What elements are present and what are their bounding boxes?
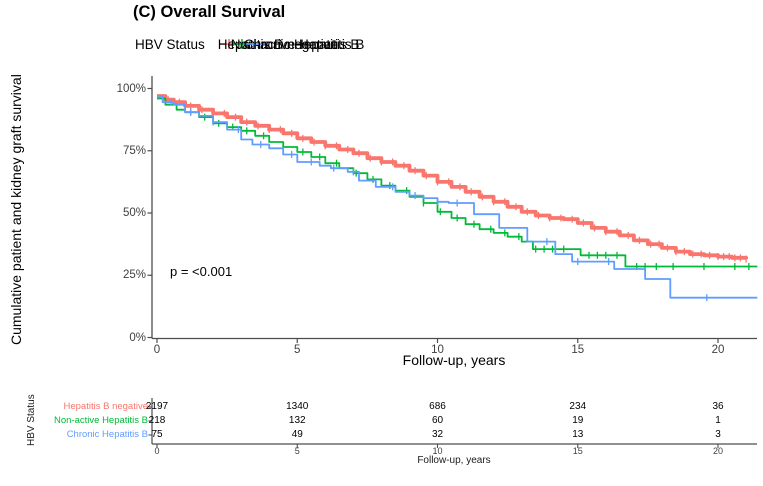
risk-count: 1340 (286, 401, 309, 412)
risk-table-x-axis-title: Follow-up, years (417, 455, 491, 466)
risk-x-tick-label: 5 (294, 446, 300, 456)
legend-item-label: Hepatitis B negative (217, 36, 338, 52)
y-tick-label: 0% (129, 331, 146, 344)
x-tick-label: 15 (571, 344, 585, 356)
risk-count: 32 (431, 429, 444, 440)
x-tick-label: 10 (431, 344, 444, 356)
risk-x-tick-label: 10 (432, 446, 443, 456)
risk-count: 1 (715, 415, 721, 426)
legend-key-icon (244, 39, 265, 49)
risk-count: 75 (151, 429, 163, 440)
risk-count: 132 (288, 415, 306, 426)
y-tick-label: 25% (122, 269, 146, 282)
survival-curve-hepatitis-b-negative (157, 94, 748, 260)
p-value-annotation: p = <0.001 (170, 264, 233, 279)
x-tick-label: 0 (153, 344, 161, 356)
legend-item-label: Non-active Hepatitis B (230, 36, 365, 52)
risk-count: 19 (572, 415, 584, 426)
y-tick-label: 75% (122, 144, 146, 157)
x-tick-label: 20 (711, 344, 725, 356)
risk-row-label-hepatitis-b-negative: Hepatitis B negative (63, 401, 149, 412)
legend-item-label: Chronic Hepatitis B (243, 36, 360, 52)
survival-curve-chronic-hepatitis-b (157, 95, 758, 299)
risk-count: 686 (429, 401, 446, 412)
risk-count: 218 (148, 415, 166, 426)
risk-count: 234 (569, 401, 587, 412)
risk-count: 36 (712, 401, 724, 412)
x-axis-title: Follow-up, years (402, 352, 506, 368)
legend-title: HBV Status (135, 36, 205, 52)
risk-row-label-non-active-hepatitis-b: Non-active Hepatitis B (54, 415, 148, 426)
risk-x-tick-label: 0 (154, 446, 160, 456)
risk-x-tick-label: 20 (712, 446, 723, 456)
x-tick-label: 5 (294, 344, 301, 356)
y-tick-label: 100% (116, 82, 146, 95)
risk-x-tick-label: 15 (572, 446, 583, 456)
risk-count: 2197 (145, 401, 169, 412)
risk-row-label-chronic-hepatitis-b: Chronic Hepatitis B (66, 429, 148, 440)
risk-count: 60 (431, 415, 444, 426)
risk-count: 13 (572, 429, 584, 440)
risk-count: 49 (291, 429, 303, 440)
y-axis-title: Cumulative patient and kidney graft surv… (8, 74, 24, 345)
chart-title: (C) Overall Survival (133, 3, 286, 21)
risk-count: 3 (715, 429, 721, 440)
y-tick-label: 50% (122, 207, 146, 219)
legend: HBV Status Hepatitis B negative Non-activ… (135, 34, 364, 54)
